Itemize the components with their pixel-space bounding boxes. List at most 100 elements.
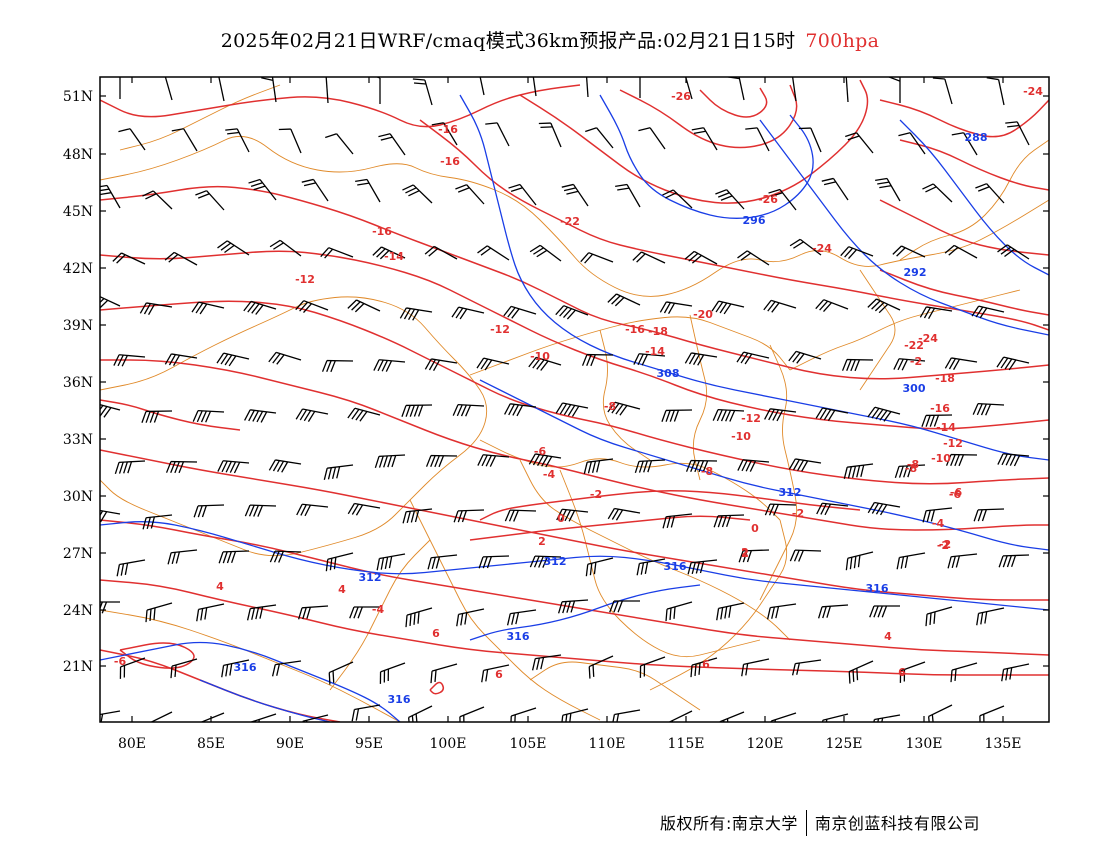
wind-barb-feather [955, 555, 961, 568]
wind-barb-feather [164, 251, 175, 261]
wind-barb-feather [665, 192, 677, 199]
wind-barb-feather [139, 302, 147, 314]
wind-barb-feather [690, 665, 693, 678]
wind-barb-staff [379, 553, 406, 560]
wind-barb-feather [222, 551, 228, 564]
wind-barb-feather [632, 251, 642, 261]
wind-barb-feather [325, 133, 337, 139]
wind-barb-feather [259, 606, 264, 619]
wind-barb-staff [926, 606, 953, 615]
wind-barb-feather [351, 709, 356, 722]
temperature-contour [100, 449, 1049, 601]
wind-barb-feather [715, 189, 727, 195]
wind-barb-feather [255, 304, 264, 315]
wind-barb-feather [871, 407, 880, 419]
wind-barb-feather [118, 128, 131, 133]
wind-barb-staff [100, 710, 121, 716]
height-contour [759, 119, 1049, 336]
boundary-line [100, 135, 1049, 297]
wind-barb-feather [96, 715, 98, 727]
wind-barb-staff [668, 710, 693, 722]
wind-barb-feather [485, 122, 498, 125]
wind-barb-staff [616, 293, 641, 306]
wind-barb-feather [694, 460, 700, 473]
wind-barb-feather [997, 453, 1004, 465]
wind-barb-feather [609, 600, 615, 613]
wind-barb-feather [713, 515, 719, 528]
wind-barb-feather [217, 240, 228, 249]
wind-barb-feather [792, 352, 801, 363]
wind-barb-staff [718, 300, 745, 308]
temperature-label: -6 [949, 488, 962, 501]
wind-barb-feather [932, 77, 945, 80]
wind-barb-staff [691, 559, 718, 564]
wind-barb-feather [357, 606, 363, 619]
wind-barb-feather [856, 668, 859, 681]
wind-barb-feather [347, 407, 356, 419]
wind-barb-feather [355, 178, 368, 183]
wind-barb-staff [328, 247, 354, 258]
wind-barb-feather [977, 186, 990, 192]
wind-barb-feather [954, 668, 957, 682]
wind-barb-feather [434, 455, 440, 468]
wind-barb-feather [852, 669, 855, 682]
wind-barb-feather [455, 307, 464, 319]
wind-barb-feather [562, 601, 567, 614]
wind-barb-feather [430, 455, 436, 468]
wind-barb-feather [220, 242, 232, 251]
wind-barb-feather [481, 670, 485, 683]
wind-barb-feather [100, 184, 108, 188]
wind-barb-staff [719, 711, 745, 722]
wind-barb-feather [229, 461, 237, 473]
wind-barb-staff [614, 401, 641, 410]
wind-barb-feather [347, 503, 355, 515]
wind-barb-staff [325, 77, 329, 104]
wind-barb-staff [519, 184, 537, 206]
temperature-contour [469, 515, 751, 541]
wind-barb-feather [693, 353, 701, 365]
wind-barb-feather [221, 460, 228, 473]
wind-barb-feather [823, 181, 836, 186]
height-contour [100, 641, 401, 722]
height-label: 292 [904, 266, 927, 279]
wind-barb-feather [413, 612, 416, 625]
wind-barb-feather [164, 353, 172, 365]
wind-barb-feather [684, 352, 692, 364]
wind-barb-feather [954, 454, 960, 467]
axis-ticks: 51N 48N 45N 42N 39N 36N 33N 30N 27N 24N 21N 80E 85E 9… [63, 77, 1049, 752]
wind-barb-feather [898, 465, 904, 478]
wind-barb-feather [253, 185, 266, 191]
wind-barb-feather [331, 466, 337, 479]
wind-barb-feather [979, 307, 988, 319]
wind-barb-feather [835, 73, 846, 76]
wind-barb-feather [980, 612, 984, 625]
wind-barb-staff [562, 599, 589, 603]
wind-barb-staff [236, 128, 250, 153]
wind-barb-feather [720, 409, 727, 422]
wind-barb-feather [1005, 454, 1012, 466]
height-label: 312 [359, 571, 382, 584]
wind-barb-feather [120, 563, 125, 576]
wind-barb-feather [575, 68, 586, 71]
lon-label: 120E [747, 736, 784, 752]
wind-barb-staff [649, 127, 666, 150]
wind-barb-feather [690, 460, 696, 473]
wind-barb-feather [691, 562, 696, 575]
wind-barb-feather [1009, 667, 1013, 680]
wind-barb-staff [146, 514, 173, 519]
wind-barb-staff [275, 660, 302, 666]
wind-barb-feather [485, 455, 492, 467]
wind-barb-feather [103, 407, 112, 418]
wind-barb-staff [743, 351, 770, 359]
wind-barb-feather [173, 354, 181, 366]
wind-barb-feather [583, 462, 588, 474]
wind-barb-staff [743, 658, 770, 666]
temperature-label: -14 [384, 250, 404, 263]
footer-right: 南京创蓝科技有限公司 [814, 814, 980, 833]
wind-barb-feather [92, 510, 98, 520]
wind-barb-feather [948, 358, 956, 370]
wind-barb-feather [879, 504, 888, 516]
lat-label: 24N [63, 603, 93, 619]
wind-barb-feather [607, 293, 617, 303]
wind-barb-feather [205, 411, 212, 423]
